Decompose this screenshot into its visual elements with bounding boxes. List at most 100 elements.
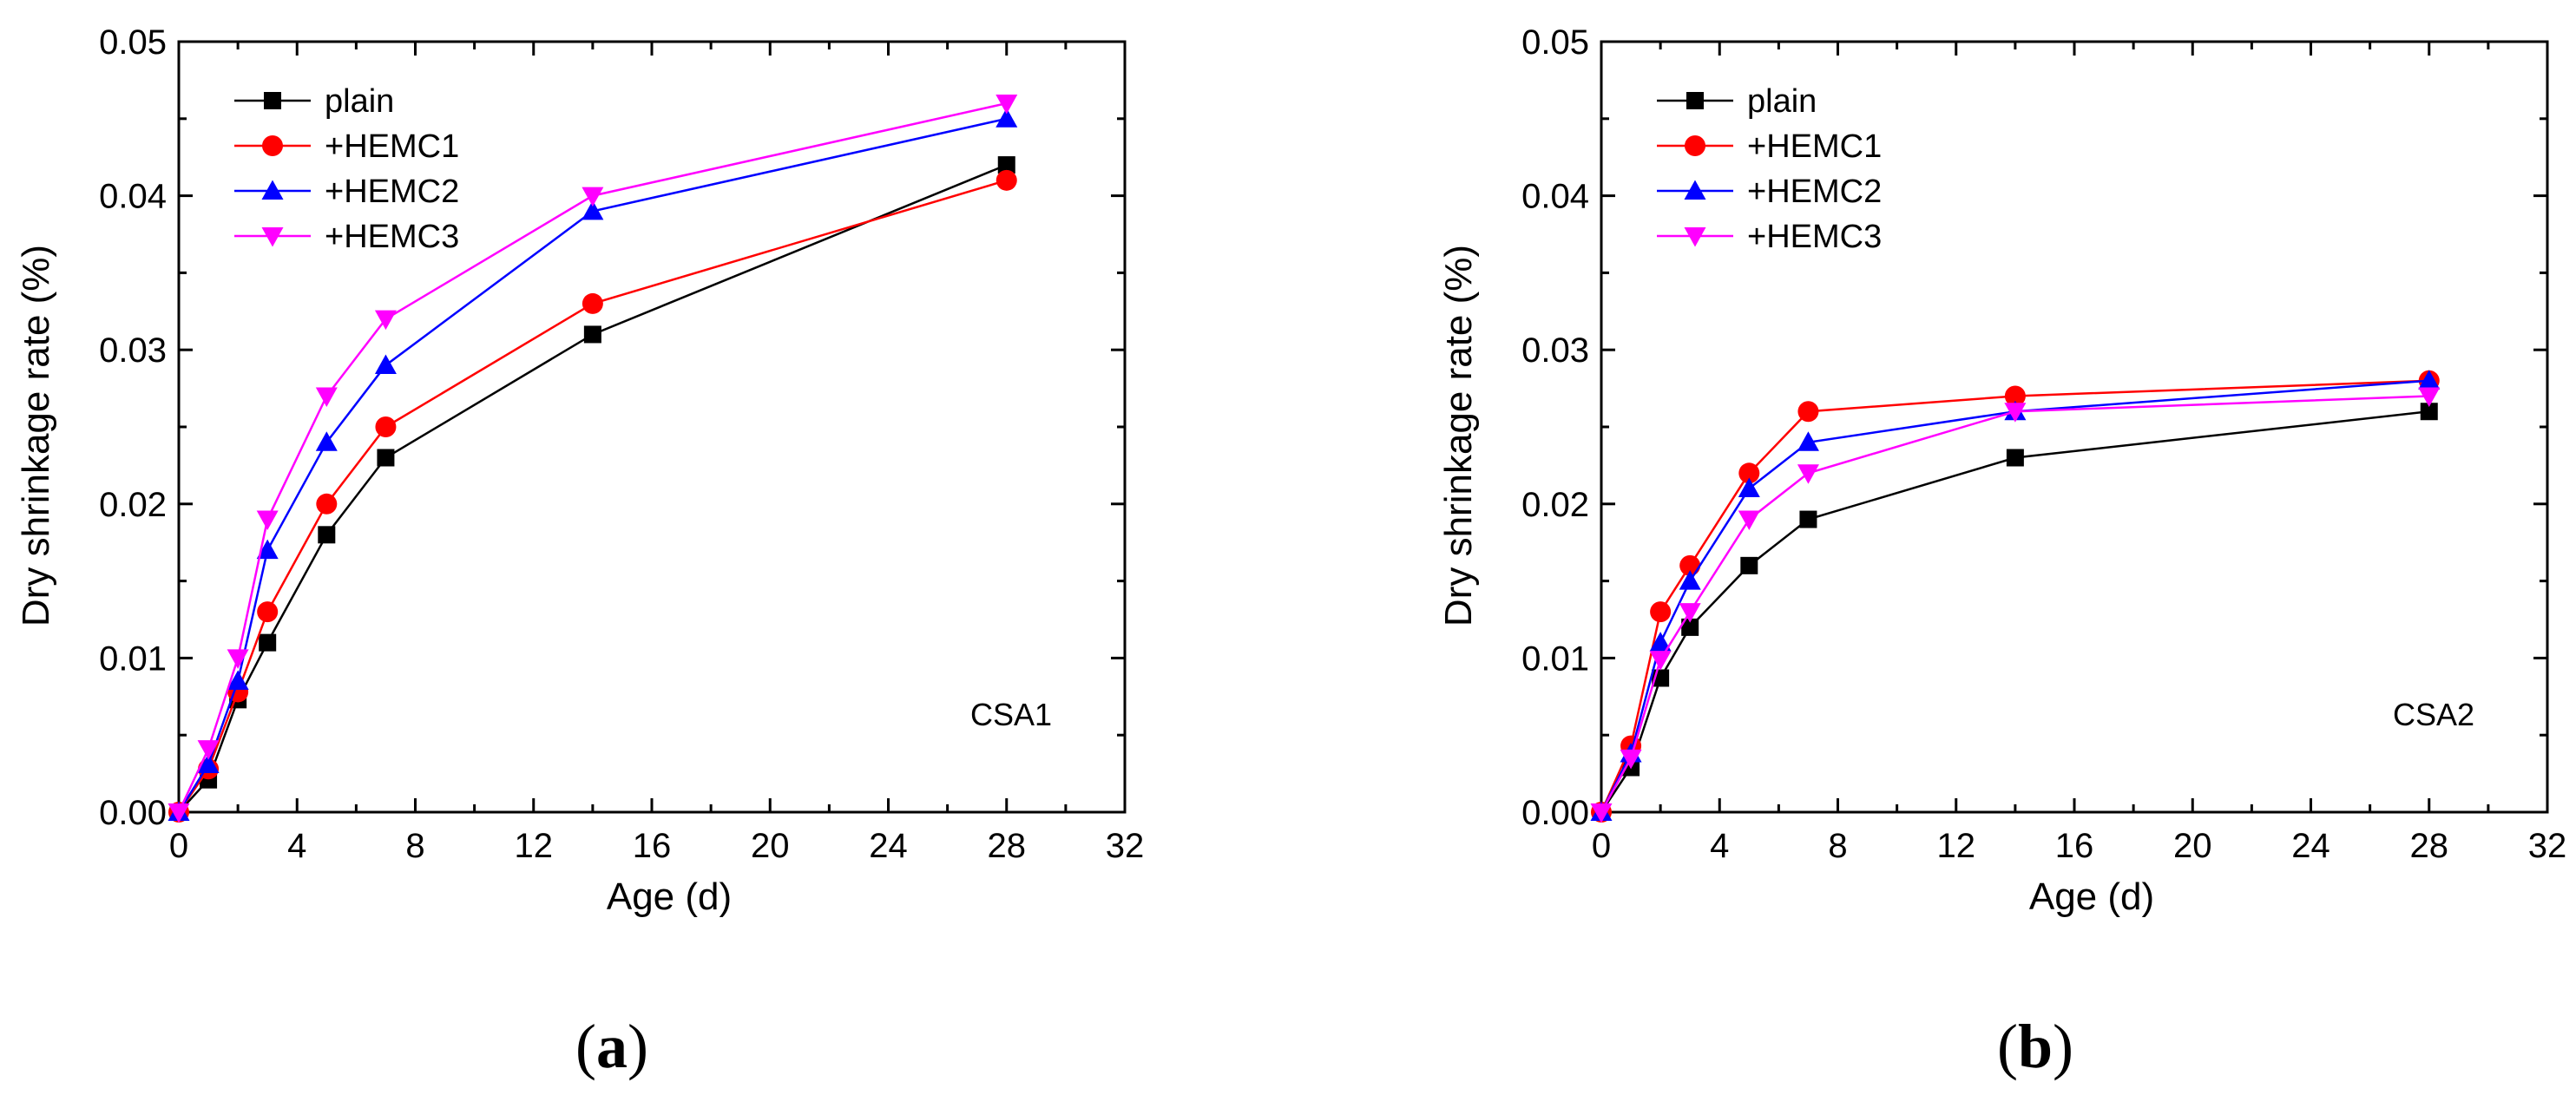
y-tick-label: 0.01 bbox=[1521, 639, 1589, 678]
x-tick-label: 0 bbox=[1592, 827, 1611, 865]
x-tick-label: 8 bbox=[405, 827, 424, 865]
legend-label: plain bbox=[1747, 83, 1817, 120]
series-line bbox=[177, 117, 1008, 813]
series-hemc1 bbox=[1591, 370, 2440, 823]
y-tick-label: 0.01 bbox=[99, 639, 167, 678]
legend-marker bbox=[1684, 227, 1706, 247]
series-line bbox=[1600, 379, 2429, 813]
figure-caption: (a) bbox=[575, 1012, 648, 1081]
data-point bbox=[256, 539, 279, 560]
data-point bbox=[315, 431, 338, 451]
x-tick-label: 28 bbox=[2410, 827, 2449, 865]
series-line bbox=[1600, 379, 2429, 813]
x-tick-label: 20 bbox=[2173, 827, 2212, 865]
legend-label: +HEMC2 bbox=[325, 174, 459, 210]
series-hemc3 bbox=[168, 95, 1018, 823]
series-line bbox=[1600, 395, 2429, 813]
legend-marker bbox=[1684, 180, 1706, 200]
x-tick-label: 24 bbox=[869, 827, 908, 865]
x-tick-label: 16 bbox=[633, 827, 672, 865]
data-point bbox=[1679, 603, 1701, 623]
x-tick-label: 16 bbox=[2055, 827, 2094, 865]
legend-label: +HEMC1 bbox=[1747, 128, 1882, 165]
x-axis-title: Age (d) bbox=[2029, 875, 2154, 918]
legend-label: +HEMC3 bbox=[1747, 219, 1882, 255]
data-point bbox=[1620, 749, 1642, 770]
data-point bbox=[2006, 449, 2024, 467]
series-hemc2 bbox=[1590, 370, 2441, 821]
y-tick-label: 0.00 bbox=[99, 794, 167, 832]
data-point bbox=[1679, 554, 1701, 576]
data-point bbox=[2004, 385, 2026, 407]
panel-label: CSA1 bbox=[970, 697, 1052, 732]
data-point bbox=[1679, 570, 1701, 590]
y-tick-label: 0.03 bbox=[1521, 331, 1589, 370]
data-point bbox=[1797, 464, 1819, 484]
data-point bbox=[996, 169, 1017, 191]
x-tick-label: 24 bbox=[2291, 827, 2330, 865]
data-point bbox=[1797, 431, 1819, 451]
y-tick-label: 0.03 bbox=[99, 331, 167, 370]
data-point bbox=[259, 633, 277, 652]
legend-label: plain bbox=[325, 83, 394, 120]
data-point bbox=[1738, 462, 1760, 484]
series-line bbox=[177, 102, 1008, 813]
data-point bbox=[1797, 401, 1819, 423]
data-point bbox=[227, 649, 249, 669]
data-point bbox=[377, 449, 395, 467]
data-point bbox=[2004, 403, 2027, 423]
chart-panel-a: 0 4 8 12 16 20 24 28 32 0.00 0.01 0.02 0.03 0.04 0.05 A… bbox=[15, 23, 1144, 1081]
data-point bbox=[582, 292, 603, 314]
y-axis-title: Dry shrinkage rate (%) bbox=[1437, 245, 1480, 626]
series-hemc1 bbox=[168, 169, 1017, 823]
legend-marker bbox=[261, 227, 284, 247]
legend-label: +HEMC3 bbox=[325, 219, 459, 255]
legend-label: +HEMC2 bbox=[1747, 174, 1882, 210]
data-point bbox=[997, 156, 1015, 174]
data-point bbox=[197, 740, 220, 760]
data-point bbox=[318, 526, 336, 544]
data-point bbox=[583, 325, 601, 344]
x-tick-label: 20 bbox=[751, 827, 790, 865]
x-tick-label: 28 bbox=[988, 827, 1027, 865]
data-point bbox=[315, 387, 338, 407]
series-hemc3 bbox=[1590, 387, 2441, 823]
data-point bbox=[1650, 601, 1672, 623]
data-point bbox=[2418, 387, 2441, 407]
y-tick-label: 0.02 bbox=[1521, 486, 1589, 524]
data-point bbox=[1738, 477, 1760, 498]
y-tick-label: 0.04 bbox=[1521, 178, 1589, 216]
series-line bbox=[1600, 410, 2429, 813]
data-point bbox=[197, 753, 220, 773]
legend-marker bbox=[262, 135, 283, 156]
x-tick-label: 4 bbox=[287, 827, 306, 865]
data-point bbox=[316, 493, 338, 515]
data-point bbox=[375, 416, 397, 437]
legend-label: +HEMC1 bbox=[325, 128, 459, 165]
y-axis-title: Dry shrinkage rate (%) bbox=[15, 245, 57, 626]
y-tick-label: 0.02 bbox=[99, 486, 167, 524]
data-point bbox=[1649, 632, 1672, 652]
data-point bbox=[256, 510, 279, 531]
legend-marker bbox=[1686, 92, 1704, 109]
x-tick-label: 12 bbox=[1937, 827, 1976, 865]
data-point bbox=[374, 310, 397, 331]
y-tick-label: 0.05 bbox=[99, 23, 167, 62]
y-tick-label: 0.04 bbox=[99, 178, 167, 216]
x-tick-label: 32 bbox=[1106, 827, 1145, 865]
data-point bbox=[1681, 618, 1699, 636]
data-point bbox=[1740, 556, 1758, 574]
x-axis-title: Age (d) bbox=[607, 875, 732, 918]
series-plain bbox=[170, 156, 1015, 821]
data-point bbox=[582, 200, 604, 220]
x-tick-label: 32 bbox=[2528, 827, 2567, 865]
data-point bbox=[227, 670, 249, 691]
data-point bbox=[257, 601, 279, 623]
x-tick-label: 8 bbox=[1828, 827, 1847, 865]
legend-marker bbox=[1685, 135, 1705, 156]
data-point bbox=[1590, 803, 1613, 823]
data-point bbox=[2418, 370, 2441, 390]
legend-marker bbox=[264, 92, 281, 109]
legend: plain +HEMC1 +HEMC2 +HEMC3 bbox=[1657, 83, 1882, 255]
